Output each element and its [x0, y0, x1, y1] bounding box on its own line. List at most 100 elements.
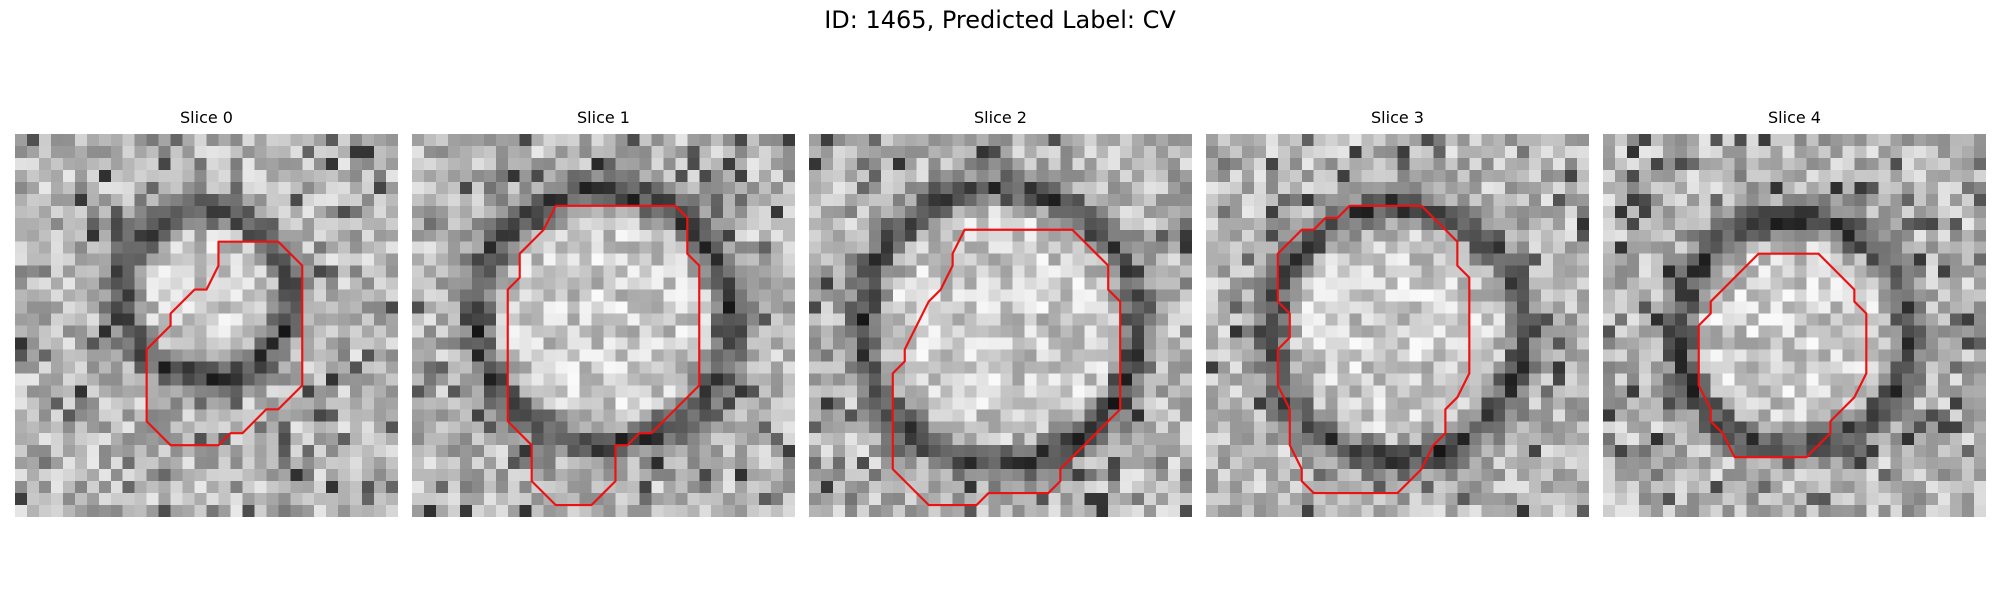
pixel — [38, 469, 52, 482]
pixel — [735, 145, 748, 159]
pixel — [122, 433, 135, 446]
pixel — [1650, 445, 1664, 458]
pixel — [1698, 241, 1711, 254]
pixel — [1603, 337, 1616, 350]
pixel — [1481, 217, 1494, 230]
pixel — [1517, 481, 1530, 494]
pixel — [1301, 205, 1314, 219]
pixel — [1902, 433, 1915, 446]
pixel — [507, 301, 520, 314]
pixel — [687, 505, 700, 517]
pixel — [1036, 409, 1049, 422]
pixel — [1614, 457, 1628, 470]
pixel — [892, 349, 905, 362]
pixel — [988, 421, 1001, 434]
pixel — [412, 505, 425, 517]
pixel — [952, 253, 965, 266]
pixel — [1914, 385, 1927, 398]
pixel — [1096, 469, 1109, 482]
pixel — [1373, 445, 1386, 458]
pixel — [182, 421, 195, 434]
pixel — [1529, 217, 1542, 230]
pixel — [122, 493, 135, 506]
pixel — [579, 421, 592, 434]
pixel — [1144, 157, 1157, 171]
pixel — [856, 385, 870, 398]
pixel — [206, 193, 219, 207]
pixel — [146, 181, 159, 195]
pixel — [1842, 373, 1855, 386]
pixel — [1806, 181, 1819, 195]
pixel — [483, 373, 497, 386]
pixel — [1229, 433, 1243, 446]
pixel — [1072, 469, 1085, 482]
pixel — [1866, 433, 1879, 446]
pixel — [1734, 325, 1747, 338]
pixel — [1120, 313, 1133, 326]
pixel — [507, 325, 520, 338]
pixel — [1060, 217, 1073, 230]
pixel — [747, 134, 760, 147]
pixel — [134, 469, 147, 482]
pixel — [1469, 397, 1482, 410]
pixel — [1373, 313, 1386, 326]
pixel — [374, 505, 387, 517]
pixel — [555, 193, 568, 207]
pixel — [62, 193, 76, 207]
pixel — [158, 421, 171, 434]
pixel — [338, 241, 351, 254]
pixel — [531, 433, 544, 446]
pixel — [1674, 217, 1688, 230]
pixel — [783, 433, 795, 446]
pixel — [74, 301, 88, 314]
pixel — [1603, 385, 1616, 398]
pixel — [964, 205, 977, 219]
pixel — [302, 373, 315, 386]
pixel — [1325, 229, 1338, 242]
pixel — [326, 217, 339, 230]
pixel — [809, 457, 822, 470]
pixel — [26, 433, 40, 446]
pixel — [266, 397, 279, 410]
pixel — [1265, 241, 1279, 254]
pixel — [507, 337, 520, 350]
pixel — [1698, 337, 1711, 350]
pixel — [459, 313, 473, 326]
pixel — [579, 349, 592, 362]
pixel — [976, 205, 989, 219]
pixel — [1710, 229, 1723, 242]
pixel — [290, 445, 303, 458]
pixel — [1241, 229, 1255, 242]
pixel — [651, 301, 664, 314]
pixel — [362, 229, 375, 242]
pixel — [615, 505, 628, 517]
pixel — [1397, 361, 1410, 374]
pixel — [1830, 193, 1843, 207]
pixel — [302, 217, 315, 230]
pixel — [940, 277, 953, 290]
pixel — [964, 385, 977, 398]
pixel — [1553, 313, 1566, 326]
pixel — [1746, 181, 1759, 195]
pixel — [1241, 457, 1255, 470]
pixel — [194, 337, 207, 350]
pixel — [1385, 505, 1398, 517]
pixel — [1433, 229, 1446, 242]
pixel — [1241, 217, 1255, 230]
pixel — [230, 253, 243, 266]
pixel — [374, 181, 387, 195]
pixel — [1277, 253, 1291, 266]
pixel — [290, 134, 303, 147]
pixel — [278, 157, 291, 171]
pixel — [1313, 289, 1326, 302]
pixel — [1818, 349, 1831, 362]
pixel — [507, 253, 520, 266]
pixel — [1614, 229, 1628, 242]
pixel — [940, 433, 953, 446]
pixel — [1313, 349, 1326, 362]
pixel — [412, 433, 425, 446]
pixel — [844, 157, 858, 171]
pixel — [1265, 265, 1279, 278]
pixel — [1361, 313, 1374, 326]
pixel — [615, 265, 628, 278]
